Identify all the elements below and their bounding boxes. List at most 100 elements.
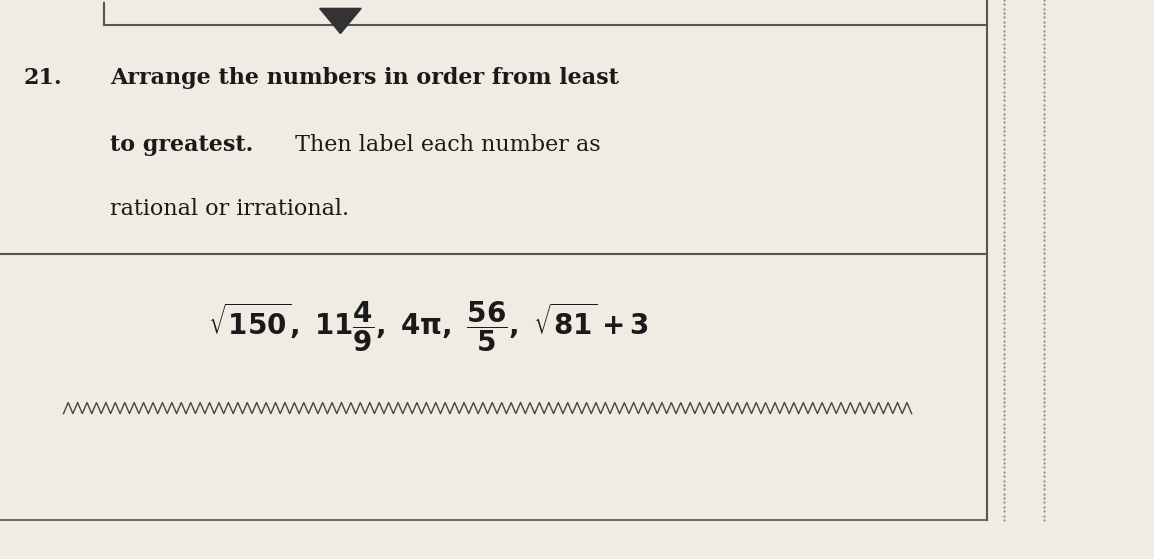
- Point: [995, 205, 1013, 214]
- Point: [837, 499, 855, 508]
- Point: [601, 499, 620, 508]
- Point: [822, 499, 840, 508]
- Point: [1035, 454, 1054, 463]
- Point: [995, 87, 1013, 96]
- Point: [867, 499, 885, 508]
- Point: [887, 499, 906, 508]
- Point: [850, 499, 869, 508]
- Point: [995, 31, 1013, 40]
- Point: [1035, 258, 1054, 267]
- Point: [995, 35, 1013, 44]
- Point: [1035, 131, 1054, 140]
- Point: [2, 499, 21, 508]
- Point: [1035, 297, 1054, 306]
- Point: [995, 424, 1013, 433]
- Point: [1035, 410, 1054, 419]
- Point: [714, 499, 733, 508]
- Point: [995, 65, 1013, 74]
- Point: [537, 499, 555, 508]
- Point: [1035, 96, 1054, 105]
- Point: [1035, 188, 1054, 197]
- Point: [200, 499, 218, 508]
- Point: [1035, 210, 1054, 219]
- Point: [1035, 380, 1054, 389]
- Point: [209, 499, 227, 508]
- Point: [1035, 498, 1054, 507]
- Point: [115, 499, 134, 508]
- Point: [47, 499, 66, 508]
- Point: [718, 499, 736, 508]
- Point: [533, 499, 552, 508]
- Point: [1035, 437, 1054, 446]
- Point: [463, 499, 481, 508]
- Point: [319, 499, 337, 508]
- Point: [749, 499, 767, 508]
- Point: [373, 499, 391, 508]
- Point: [890, 499, 908, 508]
- Point: [287, 499, 306, 508]
- Point: [695, 499, 713, 508]
- Point: [613, 499, 631, 508]
- Point: [1035, 61, 1054, 70]
- Point: [225, 499, 243, 508]
- Point: [771, 499, 789, 508]
- Point: [1035, 44, 1054, 53]
- Point: [367, 499, 385, 508]
- Point: [437, 499, 456, 508]
- Point: [995, 227, 1013, 236]
- Point: [938, 499, 957, 508]
- Point: [1035, 267, 1054, 276]
- Point: [271, 499, 290, 508]
- Point: [839, 499, 857, 508]
- Point: [0, 499, 9, 508]
- Point: [995, 315, 1013, 324]
- Point: [788, 499, 807, 508]
- Point: [995, 83, 1013, 92]
- Point: [336, 499, 354, 508]
- Point: [268, 499, 286, 508]
- Point: [70, 499, 89, 508]
- Point: [995, 463, 1013, 472]
- Text: 21.: 21.: [23, 67, 61, 89]
- Point: [1035, 262, 1054, 271]
- Point: [1035, 122, 1054, 131]
- Point: [265, 499, 284, 508]
- Point: [995, 511, 1013, 520]
- Point: [995, 415, 1013, 424]
- Point: [1035, 74, 1054, 83]
- Point: [995, 489, 1013, 498]
- Point: [273, 499, 292, 508]
- Point: [995, 476, 1013, 485]
- Point: [297, 499, 315, 508]
- Point: [802, 499, 820, 508]
- Point: [995, 70, 1013, 79]
- Point: [995, 22, 1013, 31]
- Point: [276, 499, 294, 508]
- Point: [1035, 494, 1054, 503]
- Point: [16, 499, 35, 508]
- Point: [443, 499, 462, 508]
- Point: [995, 450, 1013, 459]
- Point: [299, 499, 317, 508]
- Point: [995, 385, 1013, 394]
- Point: [995, 170, 1013, 179]
- Point: [740, 499, 758, 508]
- Point: [825, 499, 844, 508]
- Point: [1035, 140, 1054, 149]
- Point: [732, 499, 750, 508]
- Point: [527, 499, 546, 508]
- Point: [418, 499, 436, 508]
- Point: [194, 499, 212, 508]
- Point: [574, 499, 592, 508]
- Point: [995, 292, 1013, 301]
- Point: [995, 503, 1013, 511]
- Polygon shape: [320, 8, 361, 34]
- Point: [174, 499, 193, 508]
- Point: [474, 499, 493, 508]
- Point: [995, 380, 1013, 389]
- Point: [610, 499, 629, 508]
- Point: [1035, 376, 1054, 385]
- Point: [995, 48, 1013, 57]
- Point: [794, 499, 812, 508]
- Point: [143, 499, 162, 508]
